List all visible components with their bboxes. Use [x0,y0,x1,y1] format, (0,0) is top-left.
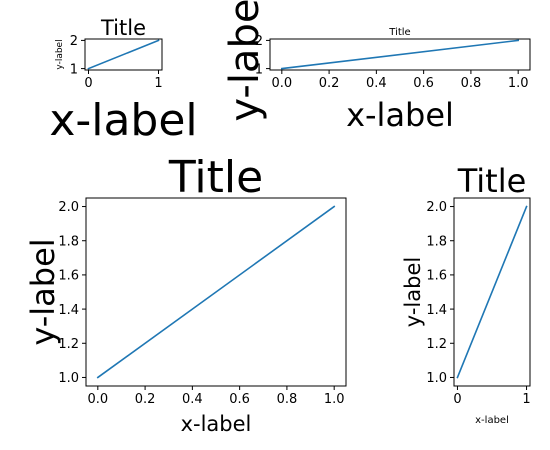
series-line [87,39,160,70]
x-tick-label: 1.0 [508,76,529,91]
chart-title: Title [168,152,263,203]
x-tick-label: 0 [84,76,92,91]
x-tick-label: 0.6 [229,392,250,407]
y-axis-label: y-label [55,39,65,69]
y-tick-label: 1.8 [426,234,447,249]
x-tick-label: 0.8 [277,392,298,407]
x-axis-label: x-label [346,96,454,134]
y-tick-label: 1 [255,62,263,77]
x-tick-label: 0.4 [366,76,387,91]
y-tick-label: 1.2 [58,337,79,352]
chart-panel-4: 0 1 1.0 1.2 1.4 1.6 1.8 2.0 Title x-label y-label [401,162,531,426]
series-line [96,205,336,379]
x-tick-label: 0.2 [135,392,156,407]
x-axis-label: x-label [49,95,197,146]
y-tick-label: 1.6 [426,269,447,284]
axes-frame [269,38,531,71]
y-axis-label: y-label [401,257,425,327]
series-line [456,205,528,379]
chart-panel-2: 0.0 0.2 0.4 0.6 0.8 1.0 1 2 Title x-label y-label [222,0,531,134]
y-tick-label: 1.0 [58,371,79,386]
x-tick-label: 0.2 [319,76,340,91]
x-axis-label: x-label [181,412,252,436]
chart-panel-3: 0.0 0.2 0.4 0.6 0.8 1.0 1.0 1.2 1.4 1.6 1.8 2.0 Titl… [24,152,347,436]
x-tick-label: 1 [154,76,162,91]
x-tick-label: 0.0 [87,392,108,407]
y-axis-label: y-label [222,0,268,122]
y-tick-label: 1.4 [426,303,447,318]
y-tick-label: 2.0 [58,200,79,215]
y-tick-label: 2 [70,34,78,49]
x-tick-label: 1 [522,392,530,407]
axes-frame [84,38,163,71]
chart-title: Title [388,27,410,38]
y-axis-label: y-label [24,238,62,345]
y-tick-label: 1.0 [426,371,447,386]
x-tick-label: 0.4 [182,392,203,407]
x-tick-label: 0.6 [413,76,434,91]
x-axis-label: x-label [475,415,509,426]
axes-frame [453,197,531,387]
y-tick-label: 2 [255,34,263,49]
chart-title: Title [457,162,527,200]
x-tick-label: 0 [453,392,461,407]
chart-title: Title [100,16,146,40]
series-line [280,39,520,70]
y-tick-label: 1.4 [58,303,79,318]
y-tick-label: 1.8 [58,234,79,249]
y-tick-label: 1.6 [58,269,79,284]
y-tick-label: 1 [70,62,78,77]
x-tick-label: 0.8 [461,76,482,91]
y-tick-label: 1.2 [426,337,447,352]
axes-frame [85,197,347,387]
x-tick-label: 1.0 [324,392,345,407]
y-tick-label: 2.0 [426,200,447,215]
x-tick-label: 0.0 [271,76,292,91]
